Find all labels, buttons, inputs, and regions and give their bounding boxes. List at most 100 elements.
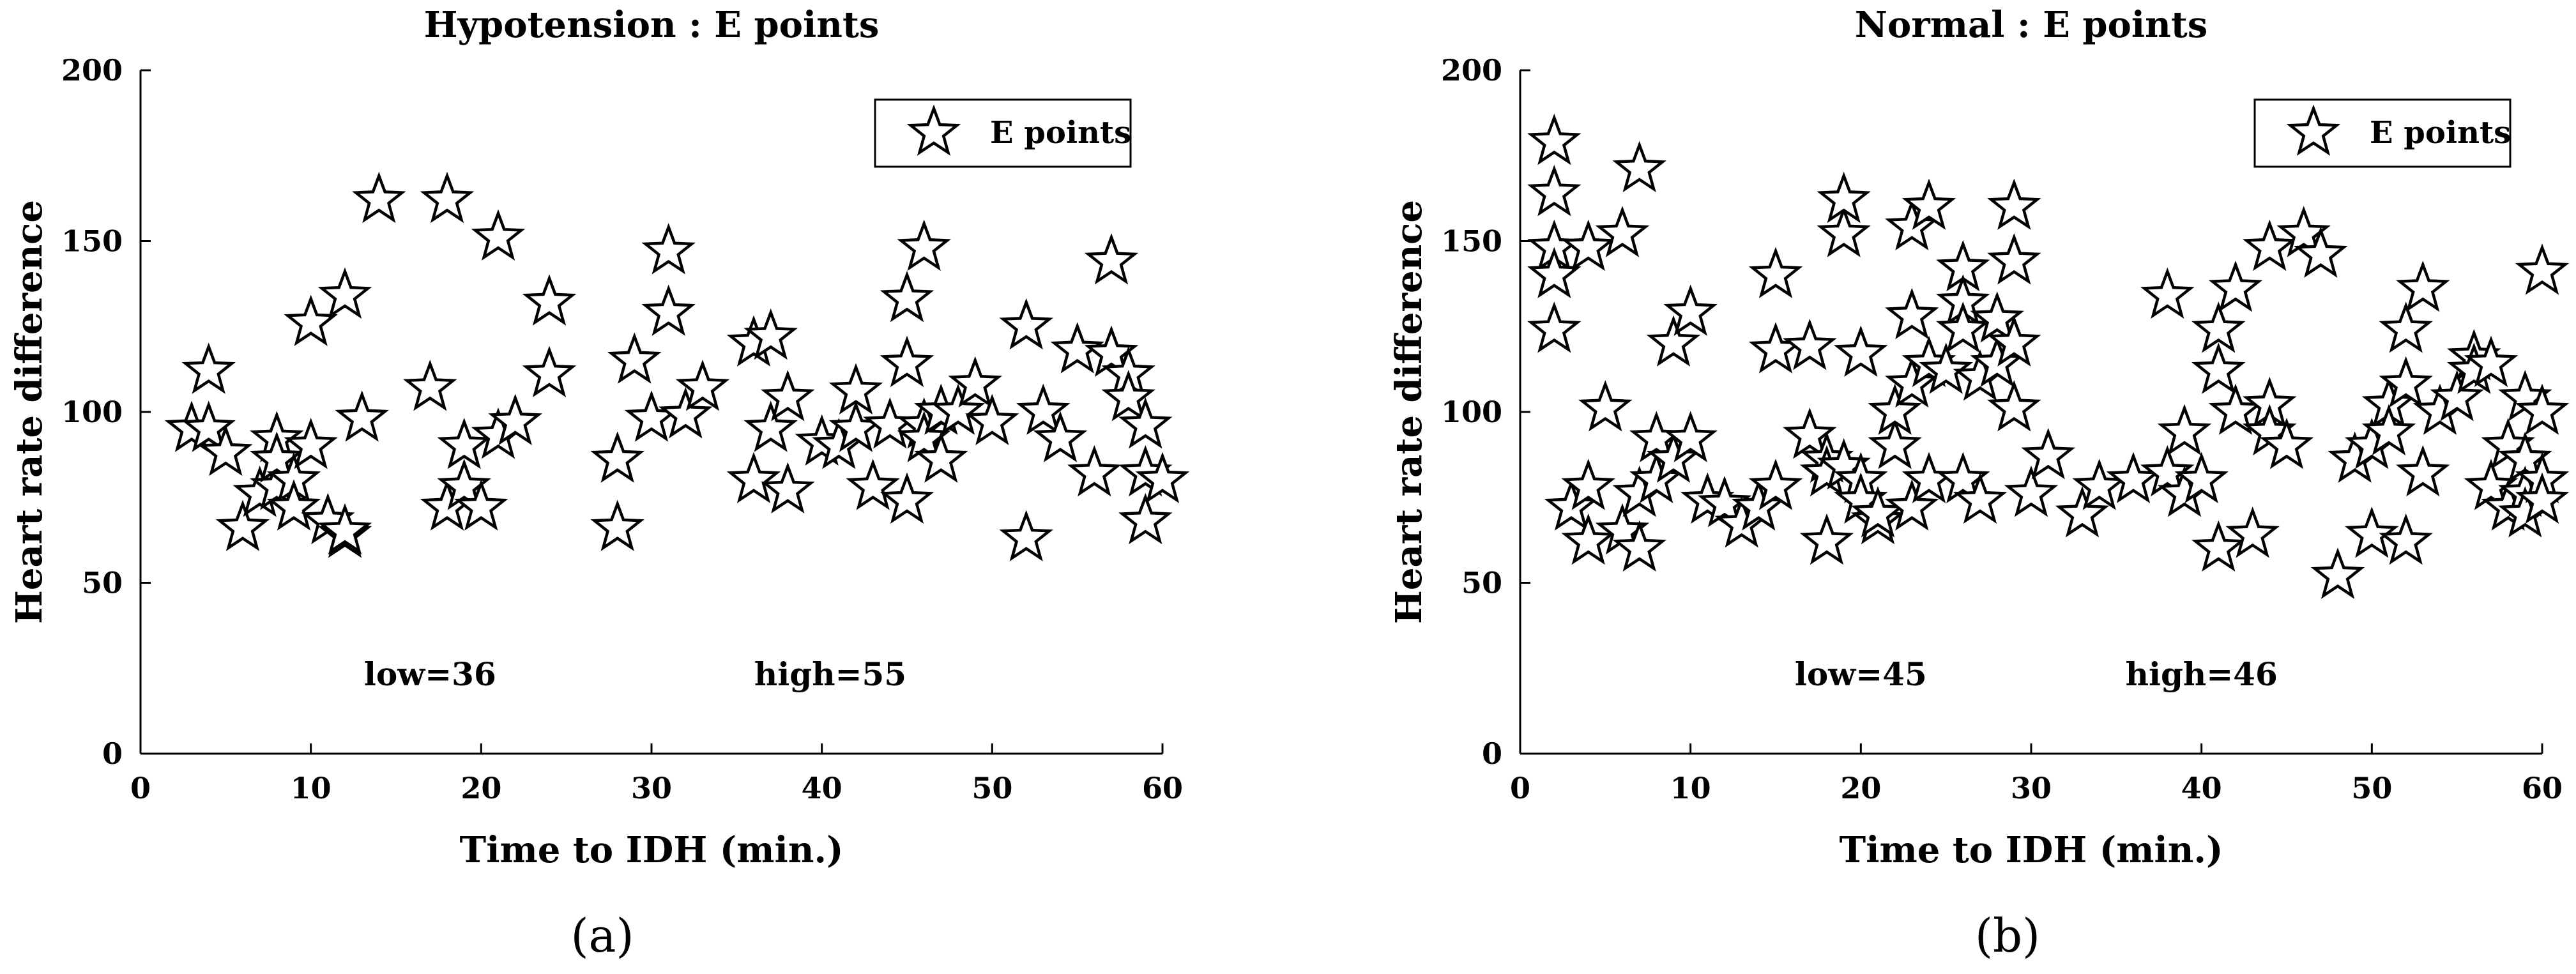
data-point bbox=[2208, 260, 2263, 312]
data-point bbox=[1016, 383, 1071, 435]
data-point bbox=[1987, 178, 2041, 230]
data-point bbox=[471, 209, 526, 261]
data-point bbox=[488, 393, 542, 446]
data-point bbox=[1612, 141, 1666, 193]
data-point bbox=[2243, 219, 2297, 271]
data-point bbox=[2515, 243, 2570, 295]
data-point bbox=[1629, 452, 1684, 503]
data-point bbox=[1135, 452, 1190, 503]
data-point bbox=[2191, 301, 2246, 353]
data-point bbox=[1936, 301, 1990, 353]
data-point bbox=[317, 503, 372, 555]
data-point bbox=[1987, 233, 2041, 285]
data-point bbox=[1084, 325, 1139, 377]
legend-star-icon bbox=[906, 104, 961, 156]
data-point bbox=[1612, 520, 1666, 572]
data-point bbox=[1561, 219, 1615, 271]
data-point bbox=[1050, 322, 1104, 374]
data-point bbox=[2396, 260, 2450, 312]
data-point bbox=[1033, 411, 1088, 462]
data-point bbox=[2515, 472, 2570, 524]
data-point bbox=[1987, 380, 2041, 432]
data-point bbox=[659, 386, 713, 439]
data-point bbox=[590, 499, 644, 551]
annotation-label: high=55 bbox=[754, 655, 906, 693]
data-point bbox=[215, 499, 270, 551]
data-point bbox=[1527, 113, 1581, 165]
data-point bbox=[1868, 418, 1922, 469]
data-point bbox=[914, 431, 968, 483]
data-point bbox=[2310, 547, 2365, 599]
data-point bbox=[2140, 445, 2195, 497]
x-tick-label: 0 bbox=[130, 771, 151, 805]
data-point bbox=[2464, 335, 2519, 388]
x-tick-label: 50 bbox=[2351, 771, 2392, 805]
data-point bbox=[761, 462, 815, 514]
annotation-label: low=45 bbox=[1795, 655, 1927, 693]
data-point bbox=[1101, 370, 1155, 422]
data-point bbox=[897, 411, 951, 462]
data-point bbox=[1084, 233, 1139, 285]
data-point bbox=[352, 171, 406, 224]
x-tick-label: 30 bbox=[2011, 771, 2052, 805]
data-point bbox=[1663, 284, 1718, 336]
data-point bbox=[2259, 418, 2314, 469]
annotations: low=36 high=55 bbox=[364, 655, 906, 693]
data-point bbox=[2464, 459, 2519, 510]
data-point bbox=[1987, 315, 2041, 367]
data-point bbox=[948, 356, 1002, 408]
x-tick-label: 30 bbox=[631, 771, 672, 805]
data-point bbox=[2021, 428, 2075, 480]
data-point bbox=[2157, 404, 2212, 456]
y-axis-label: Heart rate difference bbox=[1388, 200, 1430, 624]
data-point bbox=[2191, 342, 2246, 394]
legend-label: E points bbox=[990, 115, 1131, 151]
x-axis-label: Time to IDH (min.) bbox=[460, 829, 844, 871]
data-point bbox=[641, 284, 696, 336]
data-point bbox=[1799, 513, 1854, 565]
x-tick-label: 20 bbox=[1840, 771, 1881, 805]
data-point bbox=[1817, 171, 1871, 224]
data-point bbox=[284, 294, 338, 346]
axis-ticks: 0 10 20 30 40 50 60 0 50 100 150 200 bbox=[1441, 53, 2563, 805]
data-point bbox=[2379, 301, 2433, 353]
data-point bbox=[2225, 506, 2280, 558]
data-point bbox=[181, 342, 236, 394]
data-point bbox=[1748, 459, 1803, 510]
x-axis-label: Time to IDH (min.) bbox=[1840, 829, 2223, 871]
panel-caption: (a) bbox=[570, 909, 634, 963]
data-point bbox=[2515, 383, 2570, 435]
data-point bbox=[2396, 445, 2450, 497]
data-point bbox=[965, 393, 1019, 446]
legend-star-icon bbox=[2286, 104, 2341, 156]
panel-normal: Normal : E points 0 10 20 30 40 50 60 0 50 100 150… bbox=[1388, 4, 2570, 963]
data-point bbox=[1953, 472, 2008, 524]
data-point bbox=[2379, 513, 2433, 565]
data-point bbox=[1902, 178, 1956, 230]
data-point bbox=[590, 431, 644, 483]
data-point bbox=[1578, 380, 1633, 432]
data-point bbox=[522, 274, 577, 326]
data-point bbox=[1885, 479, 1939, 531]
data-point bbox=[199, 424, 253, 476]
chart-title: Normal : E points bbox=[1855, 4, 2208, 46]
data-point bbox=[181, 400, 236, 452]
y-tick-label: 200 bbox=[61, 53, 123, 88]
data-point bbox=[454, 479, 508, 531]
x-tick-label: 10 bbox=[1670, 771, 1711, 805]
data-point bbox=[1544, 479, 1599, 531]
chart-title: Hypotension : E points bbox=[424, 4, 880, 46]
data-point bbox=[317, 267, 372, 319]
y-axis-label: Heart rate difference bbox=[8, 200, 50, 624]
data-point bbox=[1885, 199, 1939, 251]
data-point bbox=[1595, 206, 1650, 257]
data-point bbox=[2430, 370, 2484, 422]
y-tick-label: 200 bbox=[1441, 53, 1502, 88]
y-tick-label: 50 bbox=[82, 566, 123, 600]
data-point bbox=[2294, 226, 2348, 278]
data-point bbox=[335, 390, 389, 442]
data-point bbox=[2276, 206, 2331, 257]
data-point bbox=[726, 452, 781, 503]
data-point bbox=[1868, 383, 1922, 435]
data-point bbox=[1118, 397, 1173, 449]
